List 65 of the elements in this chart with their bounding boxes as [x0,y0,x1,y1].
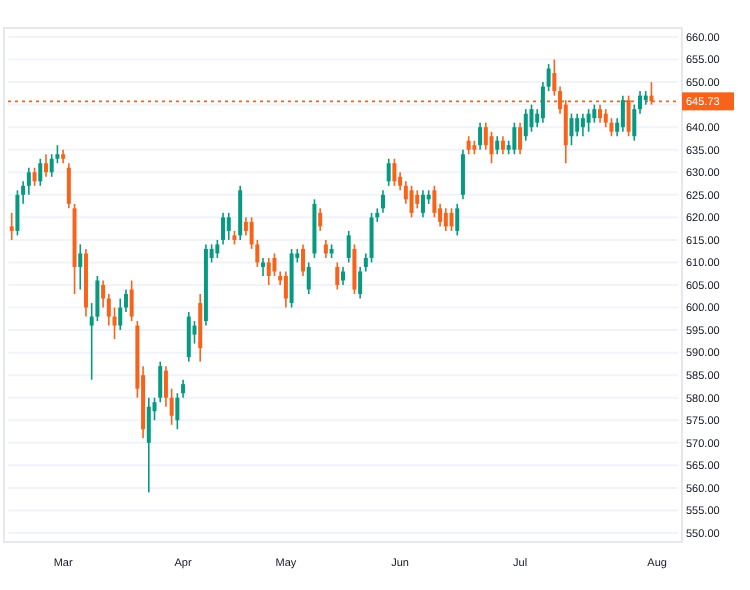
candlestick [301,243,306,277]
candlestick [580,112,585,138]
candlestick [500,135,505,156]
candlestick [306,261,311,295]
candlestick [9,212,14,241]
candlestick [518,121,523,156]
candlestick [575,112,580,138]
candlestick [49,153,54,178]
candlestick [369,212,374,264]
candlestick [460,148,465,201]
candlestick [609,117,614,138]
candlestick [443,207,448,232]
candlestick [215,239,220,259]
candlestick [598,103,603,124]
candlestick [266,257,271,286]
candlestick [386,157,391,187]
candlestick [586,108,591,133]
candlestick [358,266,363,300]
candlestick [175,392,180,431]
candlestick [335,261,340,291]
candlestick [352,243,357,295]
candlestick [495,135,500,156]
candlestick [323,239,328,259]
candlestick [118,297,123,331]
candlestick [66,162,71,210]
candlestick [15,189,20,237]
candlestick [32,166,37,187]
candlestick [569,112,574,147]
candlestick [26,166,31,196]
candlestick [420,189,425,219]
candlestick [409,185,414,219]
candlestick [603,108,608,128]
candlestick [158,360,163,404]
candlestick [238,185,243,241]
candlestick [523,108,528,142]
candlestick [620,94,625,133]
candlestick [146,396,151,494]
candlestick [449,207,454,232]
candlestick [478,121,483,151]
candlestick [512,121,517,156]
candlestick [415,189,420,210]
candlestick [455,203,460,237]
candlestick [380,189,385,214]
candlestick [261,257,266,277]
candlestick [198,293,203,363]
candlestick [341,266,345,286]
candlestick [226,212,231,241]
candlestick [318,207,323,232]
candlestick [221,212,226,246]
candlestick [272,252,277,277]
candlestick [38,157,43,187]
candlestick [466,135,471,156]
candlestick [78,243,83,291]
candlestick [392,157,397,187]
candlestick [283,270,288,309]
candlestick [432,185,437,219]
candlestick [529,103,534,133]
candlestick [346,230,351,264]
candlestick [129,279,134,322]
candlestick [592,103,597,124]
candlestick [43,153,48,178]
candlestick [243,216,248,237]
candlestick [181,378,186,399]
candlestick [186,311,191,363]
candlestick [489,130,494,165]
